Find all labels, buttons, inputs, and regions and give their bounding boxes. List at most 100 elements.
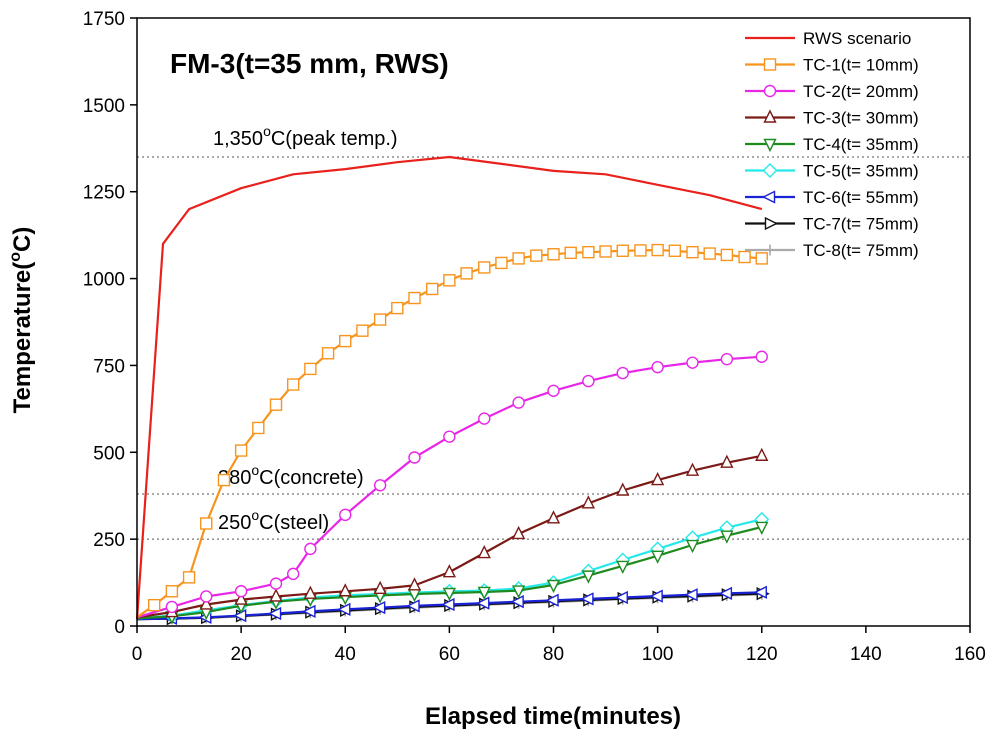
y-tick-label: 750	[93, 356, 125, 377]
data-point	[267, 606, 282, 621]
y-tick-label: 1000	[83, 270, 125, 291]
data-point	[199, 596, 213, 610]
data-point	[650, 472, 665, 486]
data-point	[460, 267, 473, 280]
data-point	[616, 560, 630, 574]
data-point	[668, 244, 682, 257]
data-point	[616, 482, 630, 496]
data-point	[599, 245, 612, 258]
legend-label: TC-7(t= 75mm)	[803, 215, 919, 234]
data-point	[269, 577, 283, 590]
data-point	[650, 550, 665, 564]
data-point	[408, 291, 421, 305]
data-point	[373, 479, 387, 492]
data-point	[165, 585, 179, 598]
data-point	[425, 282, 439, 296]
data-point	[165, 600, 179, 614]
reference-line-label: 380oC(concrete)	[218, 462, 364, 489]
legend-item: TC-6(t= 55mm)	[745, 188, 919, 207]
data-point	[304, 362, 317, 376]
data-point	[339, 508, 352, 522]
data-point	[616, 366, 629, 380]
y-tick-label: 1250	[83, 183, 125, 204]
data-point	[321, 347, 335, 360]
data-point	[581, 495, 596, 509]
data-point	[217, 473, 231, 487]
data-point	[686, 245, 699, 259]
data-point	[582, 245, 595, 259]
data-point	[337, 602, 351, 616]
reference-lines: 1,350oC(peak temp.) 380oC(concrete) 250oC(…	[137, 123, 970, 540]
data-point	[755, 521, 769, 536]
series-line	[135, 155, 763, 620]
y-tick-label: 1750	[83, 9, 125, 30]
data-point	[373, 313, 387, 326]
axes: 0 20 40 60 80 100 120 140 160 0 250 500 750 1000 1250 1…	[83, 9, 986, 665]
data-point	[372, 600, 386, 615]
legend-item: TC-3(t= 30mm)	[745, 109, 919, 128]
data-point	[753, 585, 767, 599]
chart-title: FM-3(t=35 mm, RWS)	[170, 48, 449, 79]
data-point	[685, 462, 700, 476]
data-point	[614, 590, 628, 605]
data-point	[512, 252, 525, 265]
data-point	[651, 360, 664, 374]
data-point	[634, 244, 647, 257]
data-point	[286, 567, 300, 581]
data-point	[755, 252, 768, 265]
series-1	[135, 155, 763, 620]
x-tick-label: 20	[231, 644, 252, 665]
y-tick-label: 250	[93, 530, 125, 551]
data-point	[408, 451, 421, 464]
legend-item: TC-2(t= 20mm)	[745, 82, 919, 101]
data-point	[406, 599, 420, 613]
data-point	[547, 248, 560, 261]
legend-label: TC-2(t= 20mm)	[803, 82, 919, 101]
legend-label: TC-4(t= 35mm)	[803, 135, 919, 154]
legend-item: TC-8(t= 75mm)	[745, 241, 919, 260]
data-point	[755, 350, 768, 363]
data-point	[755, 447, 769, 461]
y-tick-label: 1500	[83, 96, 125, 117]
series-2	[136, 243, 768, 619]
legend-label: TC-6(t= 55mm)	[803, 188, 919, 207]
data-point	[616, 244, 629, 257]
data-point	[442, 564, 457, 578]
legend-marker	[763, 58, 777, 71]
x-tick-label: 80	[543, 644, 564, 665]
data-point	[564, 246, 577, 260]
data-point	[182, 571, 196, 584]
data-point	[511, 585, 526, 599]
data-point	[233, 608, 247, 623]
legend-marker	[762, 163, 778, 178]
legend-item: TC-7(t= 75mm)	[745, 215, 919, 234]
data-point	[477, 586, 491, 601]
data-point	[738, 250, 751, 264]
legend-item: TC-4(t= 35mm)	[745, 135, 919, 154]
data-point	[234, 585, 248, 598]
data-point	[512, 396, 525, 409]
data-point	[443, 274, 456, 287]
legend-marker	[764, 216, 779, 231]
data-point	[581, 570, 596, 584]
legend-marker	[763, 138, 777, 153]
data-point	[684, 588, 698, 602]
legend-label: TC-1(t= 10mm)	[803, 56, 919, 75]
data-point	[703, 247, 716, 260]
x-tick-label: 120	[746, 644, 778, 665]
legend-label: RWS scenario	[803, 29, 911, 48]
data-point	[495, 256, 508, 270]
legend: RWS scenario TC-1(t= 10mm) TC-2(t= 20mm) TC…	[745, 29, 919, 260]
data-point	[477, 544, 491, 559]
data-point	[582, 374, 595, 388]
data-point	[302, 604, 316, 619]
reference-line-label: 250oC(steel)	[218, 507, 329, 534]
data-point	[545, 593, 559, 607]
legend-item: TC-5(t= 35mm)	[745, 162, 919, 181]
data-point	[511, 525, 526, 540]
legend-label: TC-3(t= 30mm)	[803, 109, 919, 128]
data-point	[356, 324, 369, 337]
series-3	[136, 350, 768, 619]
data-point	[200, 590, 213, 603]
